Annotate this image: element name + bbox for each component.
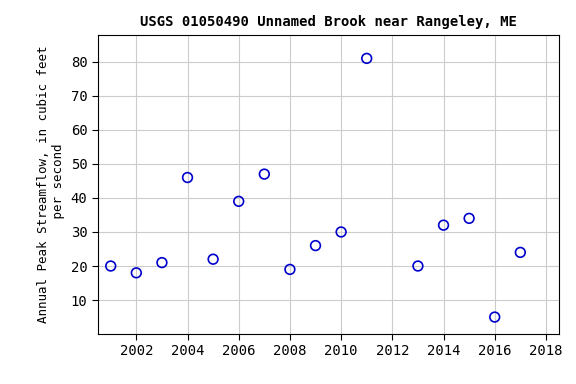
Point (132, 270, 141, 276)
Title: USGS 01050490 Unnamed Brook near Rangeley, ME: USGS 01050490 Unnamed Brook near Rangele… (140, 15, 517, 29)
Point (516, 249, 525, 255)
Point (464, 215, 473, 222)
Point (311, 243, 320, 249)
Point (439, 222, 448, 228)
Point (362, 55, 372, 61)
Point (157, 260, 166, 266)
Point (285, 266, 294, 273)
Y-axis label: Annual Peak Streamflow, in cubic feet
 per second: Annual Peak Streamflow, in cubic feet pe… (37, 46, 65, 323)
Point (209, 256, 218, 262)
Point (414, 263, 423, 269)
Point (260, 171, 269, 177)
Point (183, 174, 192, 180)
Point (336, 229, 346, 235)
Point (106, 263, 115, 269)
Point (234, 198, 243, 204)
Point (490, 314, 499, 320)
